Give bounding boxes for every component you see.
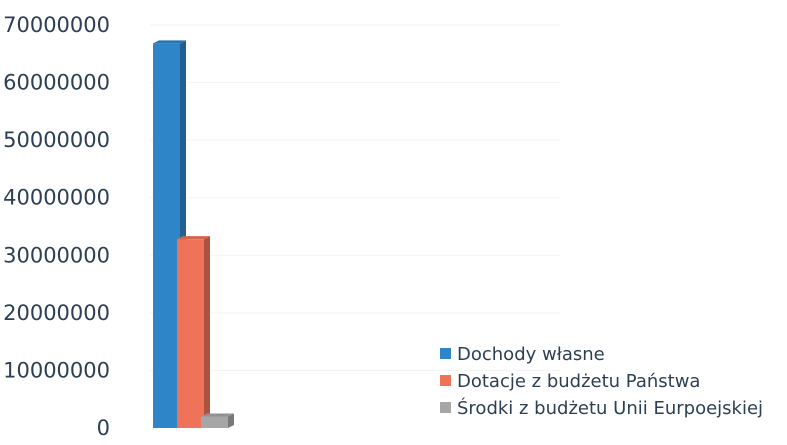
y-tick-label: 10000000 — [3, 358, 110, 382]
y-axis-ticks: 0 10000000 20000000 30000000 40000000 5000000… — [3, 13, 110, 440]
bar-side-face — [228, 413, 234, 428]
y-tick-label: 0 — [97, 416, 110, 440]
y-tick-label: 20000000 — [3, 301, 110, 325]
bars — [153, 40, 234, 429]
legend-swatch — [440, 348, 451, 359]
bar-top-face — [201, 413, 234, 417]
y-tick-label: 50000000 — [3, 128, 110, 152]
legend-label: Środki z budżetu Unii Eurpoejskiej — [457, 397, 763, 419]
bar-front-face — [177, 239, 204, 428]
bar-front-face — [201, 416, 228, 428]
bar-top-face — [177, 236, 210, 240]
bar-top-face — [153, 40, 186, 44]
legend-label: Dotacje z budżetu Państwa — [457, 371, 700, 392]
bar-front-face — [153, 43, 180, 429]
y-tick-label: 40000000 — [3, 186, 110, 210]
legend-label: Dochody własne — [457, 344, 605, 365]
y-tick-label: 60000000 — [3, 71, 110, 95]
legend-swatch — [440, 375, 451, 386]
legend-item-2: Dotacje z budżetu Państwa — [440, 371, 700, 392]
bar-2 — [177, 236, 210, 428]
y-tick-label: 70000000 — [3, 13, 110, 37]
gridlines — [150, 24, 560, 371]
legend-item-3: Środki z budżetu Unii Eurpoejskiej — [440, 397, 763, 419]
legend-item-1: Dochody własne — [440, 344, 605, 365]
legend-swatch — [440, 402, 451, 413]
y-tick-label: 30000000 — [3, 243, 110, 267]
legend: Dochody własne Dotacje z budżetu Państwa Ś… — [440, 344, 763, 419]
bar-side-face — [204, 236, 210, 428]
bar-3 — [201, 413, 234, 428]
